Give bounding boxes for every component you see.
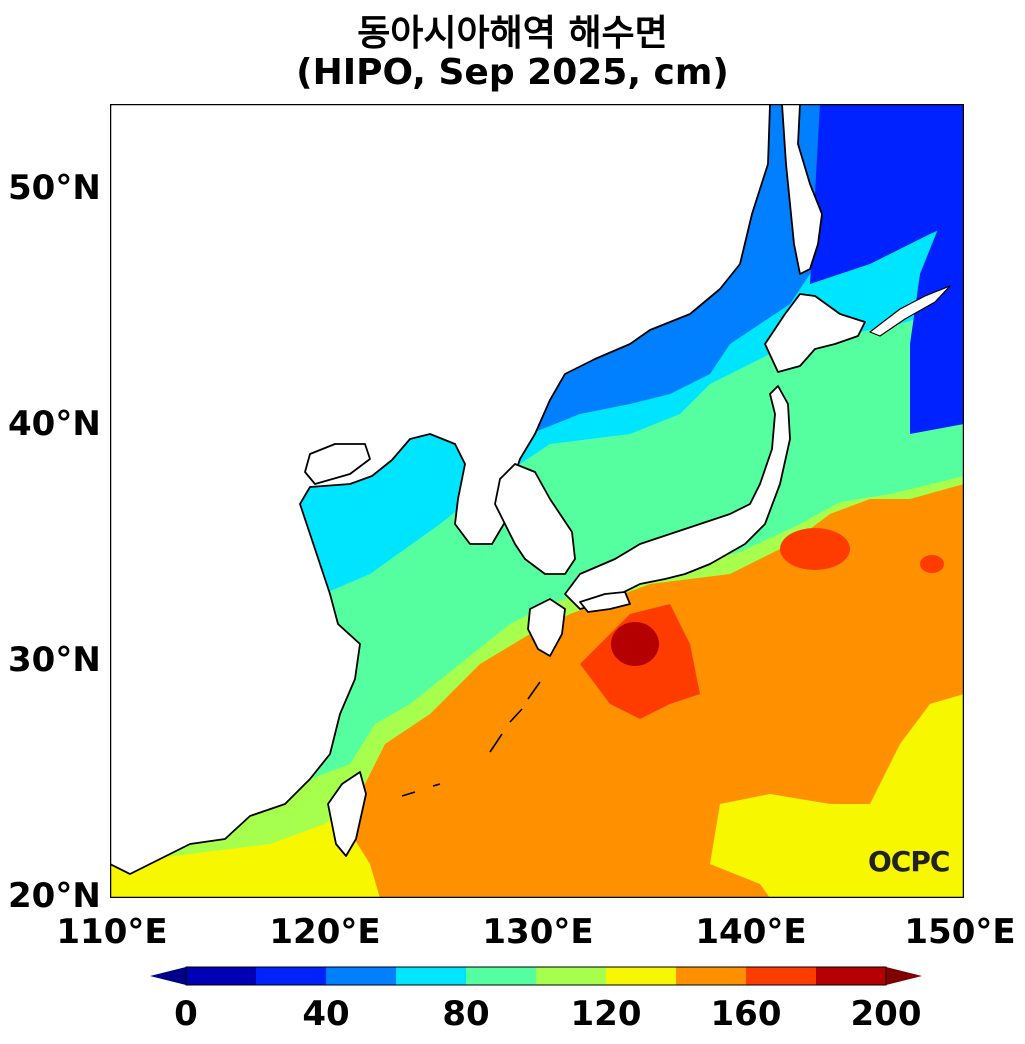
- japan-honshu: [564, 385, 791, 610]
- sea-level-band-200-core: [611, 622, 659, 666]
- sakhalin: [781, 104, 823, 275]
- colorbar-label-200: 200: [850, 994, 922, 1034]
- colorbar-segment: [396, 967, 467, 985]
- colorbar-label-80: 80: [442, 994, 490, 1034]
- sea-level-map: [110, 104, 964, 898]
- colorbar-segment: [816, 967, 887, 985]
- map-frame: [110, 104, 964, 898]
- kuril-islands: [869, 285, 951, 337]
- colorbar-segment: [606, 967, 677, 985]
- ryukyu-islands: [401, 681, 541, 797]
- lat-label-20n: 20°N: [8, 876, 101, 916]
- lon-label-150e: 150°E: [904, 912, 1016, 952]
- lat-label-50n: 50°N: [8, 168, 101, 208]
- hokkaido: [764, 293, 866, 373]
- lon-label-120e: 120°E: [269, 912, 381, 952]
- colorbar-over-arrow: [886, 967, 922, 985]
- sea-level-band-40: [810, 104, 964, 284]
- colorbar-under-arrow: [150, 967, 186, 985]
- map-subtitle: (HIPO, Sep 2025, cm): [296, 52, 729, 93]
- colorbar-segment: [256, 967, 327, 985]
- japan-kyushu: [527, 598, 566, 657]
- lon-label-110e: 110°E: [56, 912, 168, 952]
- asia-mainland: [110, 104, 771, 875]
- colorbar-segment: [466, 967, 537, 985]
- sea-level-band-40-east: [910, 204, 964, 434]
- map-title: 동아시아해역 해수면: [357, 13, 668, 54]
- lat-label-30n: 30°N: [8, 640, 101, 680]
- lat-label-40n: 40°N: [8, 404, 101, 444]
- colorbar-segment: [186, 967, 257, 985]
- colorbar-segment: [326, 967, 397, 985]
- colorbar-frame: [185, 966, 887, 986]
- colorbar-label-0: 0: [174, 994, 198, 1034]
- colorbar-label-120: 120: [570, 994, 642, 1034]
- colorbar-segment: [746, 967, 817, 985]
- korean-peninsula: [494, 463, 576, 575]
- sea-level-band-140-east: [710, 694, 964, 898]
- colorbar-label-40: 40: [302, 994, 350, 1034]
- colorbar: [150, 966, 922, 986]
- shandong-peninsula: [304, 443, 371, 485]
- japan-shikoku: [579, 591, 631, 613]
- sea-level-band-180-east: [780, 528, 850, 570]
- colorbar-segment: [676, 967, 747, 985]
- lon-label-130e: 130°E: [482, 912, 594, 952]
- colorbar-segment: [536, 967, 607, 985]
- ocpc-logo: OCPC: [868, 845, 950, 878]
- lon-label-140e: 140°E: [695, 912, 807, 952]
- sea-level-band-180-east-small: [920, 555, 944, 573]
- colorbar-label-160: 160: [710, 994, 782, 1034]
- taiwan: [327, 771, 367, 857]
